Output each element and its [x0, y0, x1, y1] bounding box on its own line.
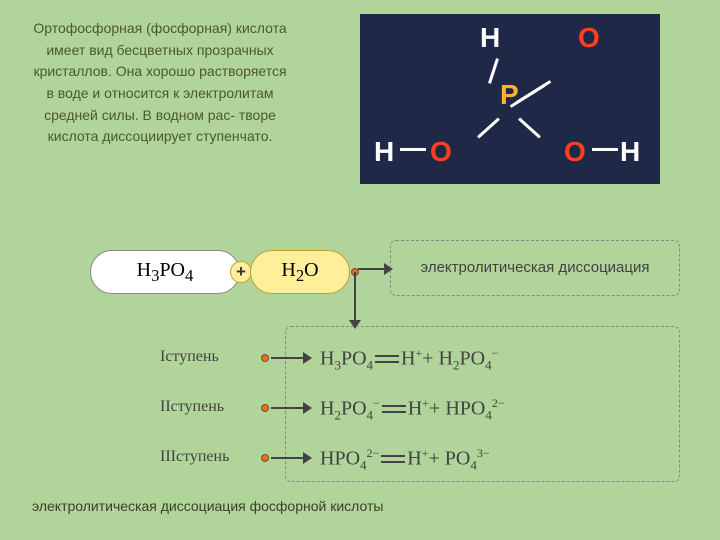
- bond: [488, 58, 499, 84]
- step-equation-2: H2PO4−H++ HPO42−: [320, 396, 505, 424]
- reactant-h3po4-text: H3PO4: [137, 259, 194, 286]
- bond: [516, 80, 552, 104]
- atom-H: H: [620, 136, 640, 168]
- step-arrow: [271, 457, 303, 459]
- reactant-h3po4-pill: H3PO4: [90, 250, 240, 294]
- step-arrow: [271, 407, 303, 409]
- atom-H: H: [374, 136, 394, 168]
- caption-text: электролитическая диссоциация фосфорной …: [32, 498, 383, 514]
- step-arrow-head: [303, 452, 312, 464]
- bond: [477, 118, 500, 139]
- dissociation-label-box: электролитическая диссоциация: [390, 240, 680, 296]
- molecule-structure-box: HOPHOOH: [360, 14, 660, 184]
- dissociation-label-text: электролитическая диссоциация: [421, 258, 650, 278]
- step-arrow: [271, 357, 303, 359]
- step-dot: [261, 454, 269, 462]
- bond: [592, 148, 618, 151]
- bond: [518, 118, 541, 139]
- step-dot: [261, 354, 269, 362]
- step-equation-3: HPO42−H++ PO43−: [320, 446, 490, 474]
- step-equation-1: H3PO4H++ H2PO4−: [320, 346, 498, 374]
- molecule-inner: HOPHOOH: [360, 14, 660, 184]
- plus-symbol: +: [236, 262, 246, 282]
- step-arrow-head: [303, 352, 312, 364]
- reactant-h2o-text: H2O: [281, 259, 318, 286]
- step-label-1: Iступень: [160, 348, 219, 366]
- atom-O: O: [430, 136, 452, 168]
- atom-O: O: [578, 22, 600, 54]
- step-label-3: IIIступень: [160, 448, 229, 466]
- arrow-to-dissoc: [358, 268, 384, 270]
- atom-H: H: [480, 22, 500, 54]
- bond: [400, 148, 426, 151]
- atom-O: O: [564, 136, 586, 168]
- plus-icon: +: [230, 261, 252, 283]
- arrow-down-line: [354, 272, 356, 322]
- step-dot: [261, 404, 269, 412]
- atom-P: P: [500, 79, 519, 111]
- description-text: Ортофосфорная (фосфорная) кислота имеет …: [30, 18, 290, 148]
- reactant-h2o-pill: H2O: [250, 250, 350, 294]
- step-label-2: IIступень: [160, 398, 224, 416]
- step-arrow-head: [303, 402, 312, 414]
